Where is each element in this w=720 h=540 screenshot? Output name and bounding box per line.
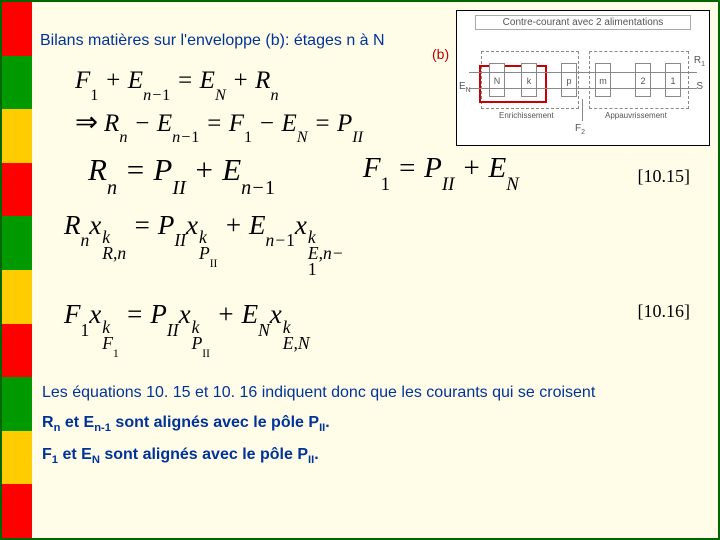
footer-text: Les équations 10. 15 et 10. 16 indiquent… xyxy=(42,378,718,471)
eq-rnx: RnxkR,n = PIIxkPII + En−1xkE,n−1 [10.15] xyxy=(64,210,718,278)
stripe xyxy=(2,216,32,270)
stripe xyxy=(2,270,32,324)
b-marker: (b) xyxy=(432,46,449,62)
eq-f1x: F1xkF1 = PIIxkPII + ENxkE,N [10.16] xyxy=(64,299,718,351)
sidebar-stripes xyxy=(2,2,32,538)
eqnum-1015: [10.15] xyxy=(638,166,691,187)
eq-rn: Rn = PII + En−1 xyxy=(88,152,275,188)
stripe xyxy=(2,2,32,56)
eq-f1: F1 = PII + EN xyxy=(363,152,519,188)
slide-title: Bilans matières sur l'enveloppe (b): éta… xyxy=(40,32,718,50)
eq-balance: F1 + En−1 = EN + Rn ⇒Rn − En−1 = F1 − EN… xyxy=(75,62,718,144)
stripe xyxy=(2,109,32,163)
footer-line2: Rn et En-1 sont alignés avec le pôle PII… xyxy=(42,408,718,439)
stripe xyxy=(2,377,32,431)
stripe xyxy=(2,484,32,538)
stripe xyxy=(2,324,32,378)
eqnum-1016: [10.16] xyxy=(638,301,691,322)
eq-rn-f1-row: Rn = PII + En−1 F1 = PII + EN xyxy=(40,152,718,188)
footer-line1: Les équations 10. 15 et 10. 16 indiquent… xyxy=(42,378,718,408)
stripe xyxy=(2,163,32,217)
footer-line3: F1 et EN sont alignés avec le pôle PII. xyxy=(42,440,718,471)
slide-content: Bilans matières sur l'enveloppe (b): éta… xyxy=(40,2,718,538)
stripe xyxy=(2,431,32,485)
stripe xyxy=(2,56,32,110)
